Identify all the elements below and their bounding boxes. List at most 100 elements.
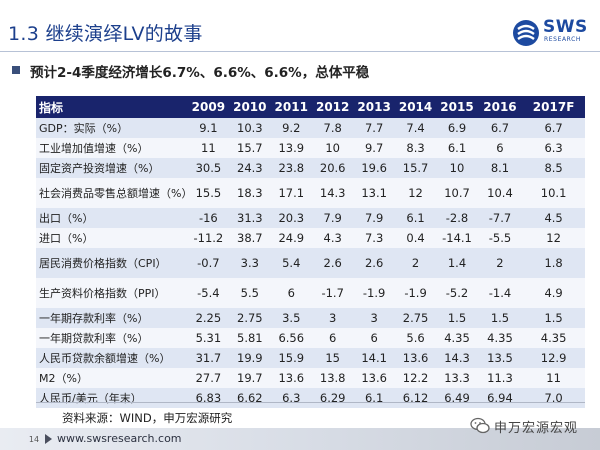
table-cell: -5.4 [187,278,230,308]
table-cell: -16 [187,208,230,228]
table-cell: 5.6 [394,328,437,348]
table-cell: 10.7 [436,178,478,208]
table-cell: 4.5 [522,208,585,228]
row-label: 生产资料价格指数（PPI） [36,278,188,308]
table-cell: -11.2 [187,228,230,248]
table-cell: 30.5 [187,158,230,178]
table-cell: 4.3 [311,228,354,248]
footer-band [0,428,600,450]
table-cell: 19.9 [229,348,271,368]
table-cell: 6.3 [270,388,312,408]
table-row: 人民币贷款余额增速（%） 31.7 19.9 15.9 15 14.1 13.6 14.3 13… [36,348,585,368]
table-cell: 3 [353,308,395,328]
wechat-account-name: 申万宏源宏观 [494,421,579,436]
slide-subtitle: 预计2-4季度经济增长6.7%、6.6%、6.6%，总体平稳 [30,65,370,81]
table-cell: 6.12 [394,388,437,408]
row-label: 出口（%） [36,208,188,228]
table-cell: 6.1 [394,208,437,228]
table-cell: -5.2 [436,278,478,308]
table-cell: 27.7 [187,368,230,388]
table-cell: 7.8 [311,118,354,138]
row-label: 社会消费品零售总额增速（%） [36,178,192,208]
table-cell: 13.6 [270,368,312,388]
economic-indicators-table: 指标 2009 2010 2011 2012 2013 2014 2015 20… [36,96,585,408]
table-cell: 3.3 [229,248,271,278]
table-row: 出口（%） -16 31.3 20.3 7.9 7.9 6.1 -2.8 -7.7 4.5 [36,208,585,228]
table-cell: 2 [394,248,437,278]
table-row: 生产资料价格指数（PPI） -5.4 5.5 6 -1.7 -1.9 -1.9 -5.2 -1.… [36,278,585,308]
table-cell: 6.29 [311,388,354,408]
column-header: 指标 [36,96,188,118]
footer-website-link[interactable]: www.swsresearch.com [57,432,182,445]
table-cell: 7.0 [522,388,585,408]
table-cell: 3 [311,308,354,328]
table-cell: 2.25 [187,308,230,328]
table-cell: 12.2 [394,368,437,388]
row-label: 人民币/美元（年末） [36,388,188,408]
table-cell: 15 [311,348,354,368]
table-cell: 31.3 [229,208,271,228]
table-cell: 2 [477,248,523,278]
page-title: 1.3 继续演绎LV的故事 [8,23,203,45]
table-cell: 10 [436,158,478,178]
table-cell: 12 [394,178,437,208]
logo-subtext: RESEARCH [544,36,582,43]
table-cell: 5.81 [229,328,271,348]
table-cell: -1.9 [394,278,437,308]
table-cell: 15.7 [229,138,271,158]
table-cell: 5.4 [270,248,312,278]
table-cell: 18.3 [229,178,271,208]
column-header: 2011 [270,96,312,118]
table-cell: 13.8 [311,368,354,388]
table-cell: 6.7 [477,118,523,138]
table-cell: -0.7 [187,248,230,278]
table-body: GDP：实际（%） 9.1 10.3 9.2 7.8 7.7 7.4 6.9 6.7 6.7 工业增… [36,118,585,408]
row-label: 固定资产投资增速（%） [36,158,188,178]
table-cell: 15.9 [270,348,312,368]
column-header: 2012 [311,96,354,118]
bullet-square-icon [12,66,20,74]
table-cell: 6.3 [522,138,585,158]
table-cell: 7.7 [353,118,395,138]
table-cell: 6.94 [477,388,523,408]
row-label: 居民消费价格指数（CPI） [36,248,188,278]
row-label: 一年期存款利率（%） [36,308,188,328]
table-cell: 15.7 [394,158,437,178]
table-cell: 10 [311,138,354,158]
table-cell: 10.4 [477,178,523,208]
table-cell: 7.3 [353,228,395,248]
table-cell: 11.3 [477,368,523,388]
table-cell: 6.62 [229,388,271,408]
table-cell: 11 [522,368,585,388]
column-header: 2013 [353,96,395,118]
row-label: 人民币贷款余额增速（%） [36,348,188,368]
table-cell: 38.7 [229,228,271,248]
table-cell: 13.3 [436,368,478,388]
table-cell: 8.5 [522,158,585,178]
table-cell: 6 [477,138,523,158]
table-cell: 6 [270,278,312,308]
table-cell: 6.49 [436,388,478,408]
table-cell: 4.9 [522,278,585,308]
table-cell: -1.7 [311,278,354,308]
table-cell: 20.6 [311,158,354,178]
table-row: 社会消费品零售总额增速（%） 15.5 18.3 17.1 14.3 13.1 12 10.7… [36,178,585,208]
table-cell: 6 [353,328,395,348]
table-cell: 24.3 [229,158,271,178]
table-cell: 17.1 [270,178,312,208]
table-cell: 10.1 [522,178,585,208]
page-number: 14 [28,435,40,444]
table-cell: 2.75 [229,308,271,328]
column-header: 2015 [436,96,478,118]
wechat-icon [470,417,490,434]
table-cell: 23.8 [270,158,312,178]
table-cell: 1.5 [477,308,523,328]
row-label: GDP：实际（%） [36,118,188,138]
table-row: 一年期贷款利率（%） 5.31 5.81 6.56 6 6 5.6 4.35 4.35 4.35 [36,328,585,348]
table-row: 工业增加值增速（%） 11 15.7 13.9 10 9.7 8.3 6.1 6 6.3 [36,138,585,158]
table-cell: 1.5 [522,308,585,328]
table-cell: 4.35 [522,328,585,348]
wechat-watermark: 申万宏源宏观 [470,414,590,438]
table-cell: 11 [187,138,230,158]
row-label: M2（%） [36,368,188,388]
